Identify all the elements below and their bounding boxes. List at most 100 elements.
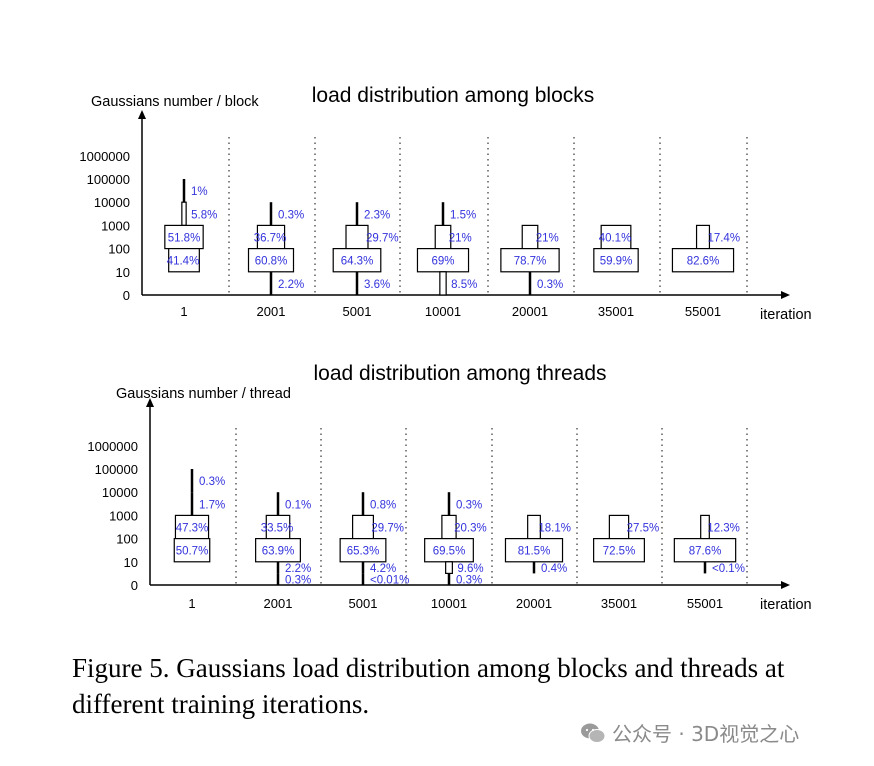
data-label: 0.3% [456,499,482,511]
y-tick-label: 1000 [101,218,130,233]
x-tick-label: 10001 [431,596,467,611]
data-label: 1% [191,186,208,198]
data-label: <0.1% [712,563,745,575]
data-label: 2.3% [364,209,390,221]
data-label: 3.6% [364,279,390,291]
data-label: 2.2% [285,563,311,575]
y-tick-label: 10 [116,265,130,280]
distribution-bar [181,201,187,226]
data-label: 0.4% [541,563,567,575]
distribution-bar [173,537,211,563]
data-label: 36.7% [254,233,287,245]
x-tick-label: 5001 [349,596,378,611]
distribution-bar [445,561,453,574]
x-tick-label: 5001 [343,304,372,319]
y-tick-label: 100000 [87,172,130,187]
y-axis-label: Gaussians number / block [91,94,259,110]
x-axis-label: iteration [760,307,812,323]
distribution-bar [168,248,200,273]
distribution-bar [593,248,639,273]
data-label: 18.1% [538,523,571,535]
data-label: 64.3% [341,256,374,268]
data-label: 1.5% [450,209,476,221]
chart-title: load distribution among blocks [312,84,595,107]
data-label: 0.3% [278,209,304,221]
distribution-bar [671,248,735,273]
wechat-icon [581,723,606,743]
y-tick-label: 0 [131,578,138,593]
y-tick-label: 10000 [102,485,138,500]
x-tick-label: 1 [188,596,195,611]
x-axis-label: iteration [760,597,812,613]
data-label: 47.3% [176,523,209,535]
data-label: 69% [431,256,454,268]
data-label: 41.4% [167,256,200,268]
data-label: 87.6% [689,546,722,558]
chart-blocks: load distribution among blocks Gaussians … [79,84,811,323]
y-axis-label: Gaussians number / thread [116,386,291,402]
y-tick-label: 100 [116,532,138,547]
distribution-bar [593,537,645,563]
data-label: 1.7% [199,499,225,511]
y-tick-label: 0 [123,288,130,303]
x-tick-label: 55001 [687,596,723,611]
data-label: 0.8% [370,499,396,511]
data-label: 0.3% [199,476,225,488]
x-tick-label: 2001 [257,304,286,319]
data-label: 12.3% [707,523,740,535]
data-label: 21% [449,233,472,245]
x-tick-label: 20001 [516,596,552,611]
y-tick-label: 1000000 [87,439,138,454]
x-tick-label: 1 [180,304,187,319]
data-label: 69.5% [433,546,466,558]
y-tick-label: 100 [108,242,130,257]
data-label: 0.3% [537,279,563,291]
data-label: 21% [536,233,559,245]
y-tick-label: 10000 [94,195,130,210]
x-tick-label: 2001 [264,596,293,611]
data-label: 78.7% [514,256,547,268]
data-label: 20.3% [454,523,487,535]
distribution-bar [345,224,369,250]
data-label: 29.7% [366,233,399,245]
data-label: 9.6% [457,563,483,575]
chart-title: load distribution among threads [313,362,606,385]
x-axis-arrow [781,581,790,589]
chart-threads: load distribution among threads Gaussians… [87,362,811,613]
watermark: 公众号 · 3D视觉之心 [580,718,799,747]
y-axis-arrow [146,398,154,407]
y-tick-label: 1000 [109,508,138,523]
x-tick-label: 35001 [601,596,637,611]
data-label: 72.5% [603,546,636,558]
data-label: 81.5% [518,546,551,558]
x-tick-label: 20001 [512,304,548,319]
data-label: 40.1% [599,233,632,245]
figure-caption: Figure 5. Gaussians load distribution am… [72,653,785,719]
data-label: 63.9% [262,546,295,558]
y-axis-arrow [138,110,146,119]
data-label: 4.2% [370,563,396,575]
figure-canvas: load distribution among blocks Gaussians … [79,84,811,613]
data-label: 50.7% [176,546,209,558]
x-tick-label: 55001 [685,304,721,319]
data-label: 0.3% [285,575,311,587]
data-label: 65.3% [347,546,380,558]
data-label: 0.1% [285,499,311,511]
data-label: 5.8% [191,209,217,221]
y-tick-label: 100000 [95,462,138,477]
watermark-text: 公众号 · 3D视觉之心 [612,722,800,746]
data-label: <0.01% [370,575,409,587]
data-label: 29.7% [371,523,404,535]
data-label: 8.5% [451,279,477,291]
data-label: 82.6% [687,256,720,268]
data-label: 59.9% [600,256,633,268]
data-label: 27.5% [627,523,660,535]
data-label: 60.8% [255,256,288,268]
distribution-bar [439,271,447,296]
data-label: 17.4% [707,233,740,245]
y-tick-label: 10 [124,555,138,570]
data-label: 0.3% [456,575,482,587]
x-tick-label: 35001 [598,304,634,319]
x-tick-label: 10001 [425,304,461,319]
x-axis-arrow [781,291,790,299]
